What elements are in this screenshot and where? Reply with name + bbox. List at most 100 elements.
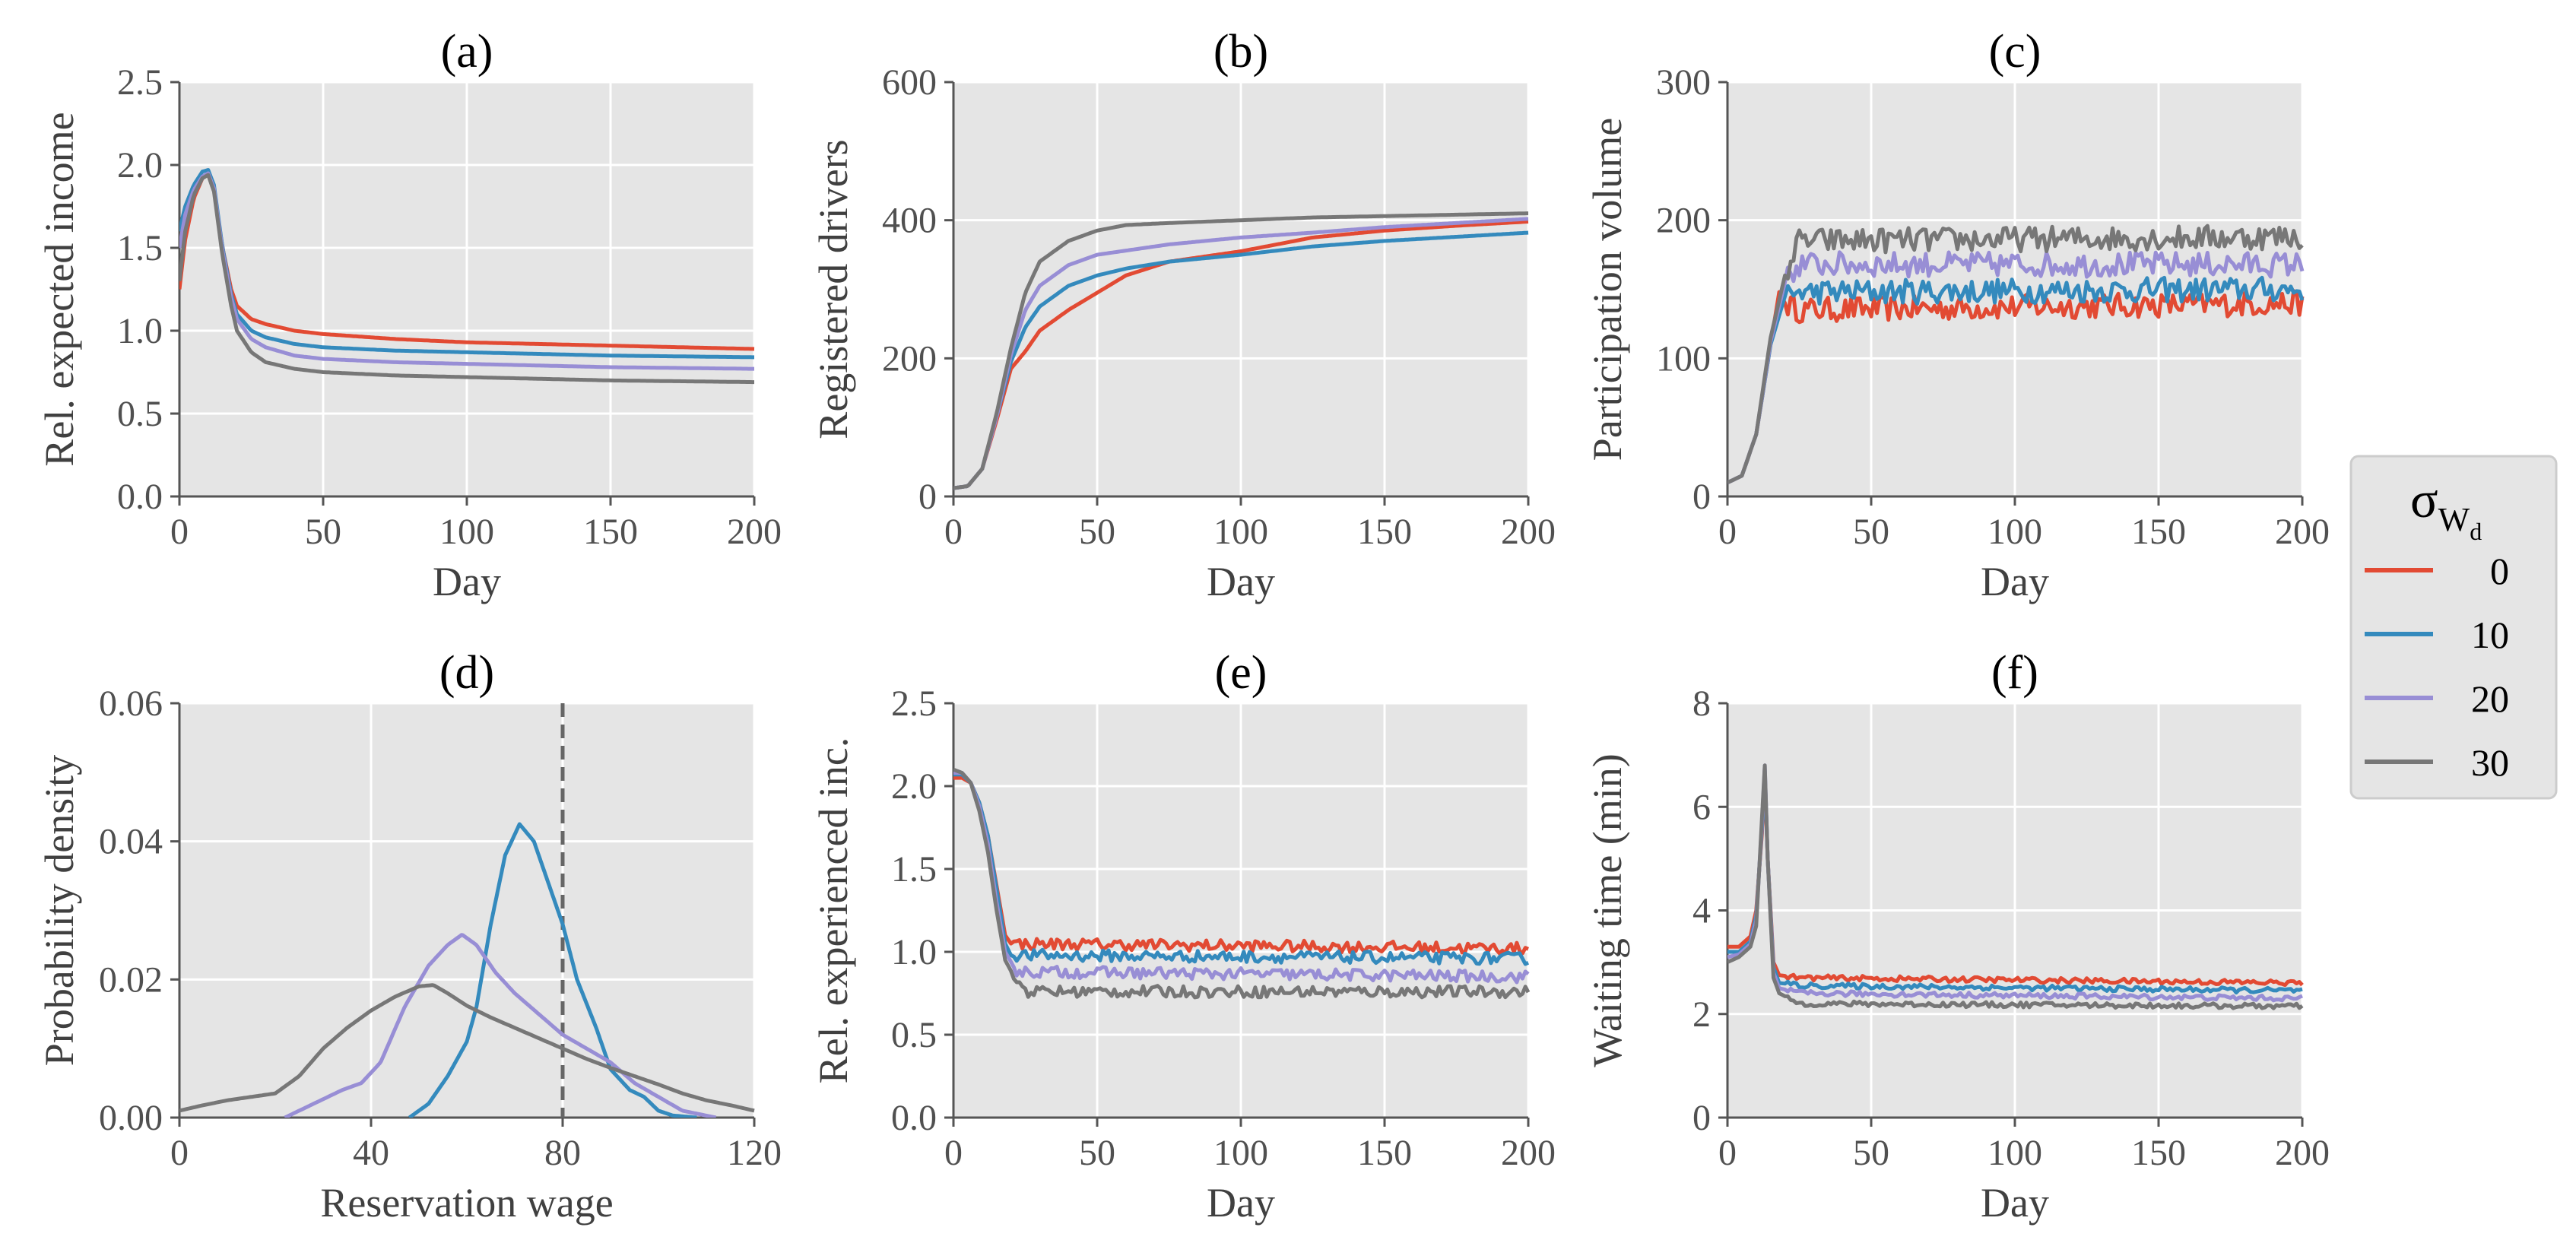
legend-label: 0 xyxy=(2490,550,2509,592)
panel-title: (d) xyxy=(439,647,494,699)
series-line-10 xyxy=(1727,275,2305,485)
series-line-0 xyxy=(953,775,1529,956)
y-axis-label: Rel. experienced inc. xyxy=(811,737,856,1084)
y-axis-label: Participation volume xyxy=(1585,118,1630,461)
y-tick-label: 0 xyxy=(1692,1098,1711,1138)
x-tick-label: 100 xyxy=(1213,512,1268,552)
x-axis-label: Reservation wage xyxy=(320,1180,613,1226)
x-tick-label: 50 xyxy=(1079,1133,1115,1173)
panel-c: 0 50 100 150 200 0 100 200 300 (c) Day Participatio… xyxy=(1585,26,2330,604)
x-tick-label: 150 xyxy=(1357,1133,1412,1173)
y-tick-label: 0.0 xyxy=(117,477,163,517)
panel-title: (f) xyxy=(1991,647,2038,699)
x-tick-label: 150 xyxy=(1357,512,1412,552)
series-line-20 xyxy=(953,217,1529,490)
x-tick-label: 50 xyxy=(1853,1133,1889,1173)
x-tick-label: 100 xyxy=(1988,1133,2042,1173)
legend-title: σWd xyxy=(2410,471,2482,545)
y-axis-label: Probability density xyxy=(36,755,82,1066)
series-line-30 xyxy=(179,983,755,1113)
panel-title: (e) xyxy=(1215,647,1267,699)
panel-d: 0 40 80 120 0.00 0.02 0.04 0.06 (d) Reservation w… xyxy=(36,647,782,1226)
y-tick-label: 100 xyxy=(1656,338,1711,379)
series-line-30 xyxy=(179,173,754,385)
legend-label: 20 xyxy=(2471,677,2509,720)
y-tick-label: 400 xyxy=(882,201,937,241)
panel-b: 0 50 100 150 200 0 200 400 600 (b) Day Registered d… xyxy=(811,26,1556,604)
y-tick-label: 0.0 xyxy=(891,1098,937,1138)
y-tick-label: 200 xyxy=(882,338,937,379)
y-tick-label: 2 xyxy=(1692,994,1711,1035)
legend: σWd 0 10 20 30 xyxy=(2349,455,2558,800)
y-tick-label: 300 xyxy=(1656,62,1711,103)
panel-e: 0 50 100 150 200 0.0 0.5 1.0 1.5 2.0 2.5 (e) Day Rel.… xyxy=(811,647,1556,1226)
panel-f: 0 50 100 150 200 0 2 4 6 8 (f) Day Waiting time (min… xyxy=(1585,647,2330,1226)
series-line-10 xyxy=(953,772,1530,966)
legend-box xyxy=(2349,455,2558,800)
series-line-20 xyxy=(179,171,754,371)
panel-title: (a) xyxy=(441,26,493,78)
series-line-0 xyxy=(179,171,755,351)
legend-entry: 0 xyxy=(2365,550,2509,592)
panel-a: 0 50 100 150 200 0.0 0.5 1.0 1.5 2.0 2.5 (a) Day Rel.… xyxy=(36,26,782,604)
y-tick-label: 2.5 xyxy=(117,62,163,103)
x-axis-label: Day xyxy=(1207,559,1275,604)
y-tick-label: 2.5 xyxy=(891,683,937,724)
series-line-10 xyxy=(953,230,1529,490)
legend-entry: 20 xyxy=(2365,677,2509,720)
x-tick-label: 50 xyxy=(1079,512,1115,552)
x-tick-label: 200 xyxy=(1501,512,1556,552)
series-line-0 xyxy=(1727,773,2304,988)
y-tick-label: 600 xyxy=(882,62,937,103)
legend-label: 10 xyxy=(2471,614,2509,656)
y-tick-label: 6 xyxy=(1692,787,1711,827)
x-tick-label: 50 xyxy=(305,512,341,552)
x-tick-label: 0 xyxy=(1718,512,1737,552)
series-line-10 xyxy=(408,822,698,1118)
x-tick-label: 40 xyxy=(353,1133,389,1173)
series-line-30 xyxy=(1727,763,2304,1010)
series-line-20 xyxy=(284,933,717,1118)
x-axis-label: Day xyxy=(1981,559,2049,604)
y-tick-label: 2.0 xyxy=(117,145,163,186)
x-axis-label: Day xyxy=(1981,1180,2049,1226)
y-tick-label: 0.5 xyxy=(891,1015,937,1055)
series-line-0 xyxy=(1727,289,2305,485)
panel-title: (c) xyxy=(1989,26,2041,78)
legend-entry: 10 xyxy=(2365,614,2509,656)
x-tick-label: 0 xyxy=(170,512,189,552)
y-tick-label: 1.5 xyxy=(891,849,937,890)
series-line-20 xyxy=(953,771,1530,985)
y-tick-label: 0 xyxy=(1692,477,1711,517)
x-tick-label: 50 xyxy=(1853,512,1889,552)
x-tick-label: 100 xyxy=(1213,1133,1268,1173)
series-line-20 xyxy=(1727,763,2303,1003)
x-axis-label: Day xyxy=(1207,1180,1275,1226)
x-tick-label: 0 xyxy=(944,512,963,552)
series-line-30 xyxy=(953,767,1531,1000)
x-tick-label: 150 xyxy=(2131,1133,2186,1173)
y-tick-label: 0.00 xyxy=(99,1098,163,1138)
y-tick-label: 0 xyxy=(918,477,937,517)
y-axis-label: Waiting time (min) xyxy=(1585,753,1630,1067)
y-tick-label: 0.02 xyxy=(99,959,163,1000)
series-line-30 xyxy=(1727,224,2304,485)
y-axis-label: Registered drivers xyxy=(811,139,856,439)
x-tick-label: 200 xyxy=(2275,512,2330,552)
y-tick-label: 200 xyxy=(1656,201,1711,241)
x-tick-label: 150 xyxy=(2131,512,2186,552)
series-line-20 xyxy=(1727,250,2305,485)
series-line-0 xyxy=(953,220,1529,490)
x-tick-label: 0 xyxy=(1718,1133,1737,1173)
y-axis-label: Rel. expected income xyxy=(36,112,82,466)
y-tick-label: 0.06 xyxy=(99,683,163,724)
legend-entry: 30 xyxy=(2365,741,2509,784)
y-tick-label: 4 xyxy=(1692,891,1711,931)
series-line-10 xyxy=(1727,769,2303,995)
panel-title: (b) xyxy=(1213,26,1268,78)
y-tick-label: 0.04 xyxy=(99,822,163,862)
x-tick-label: 100 xyxy=(439,512,494,552)
y-tick-label: 1.0 xyxy=(117,311,163,351)
x-tick-label: 80 xyxy=(544,1133,581,1173)
